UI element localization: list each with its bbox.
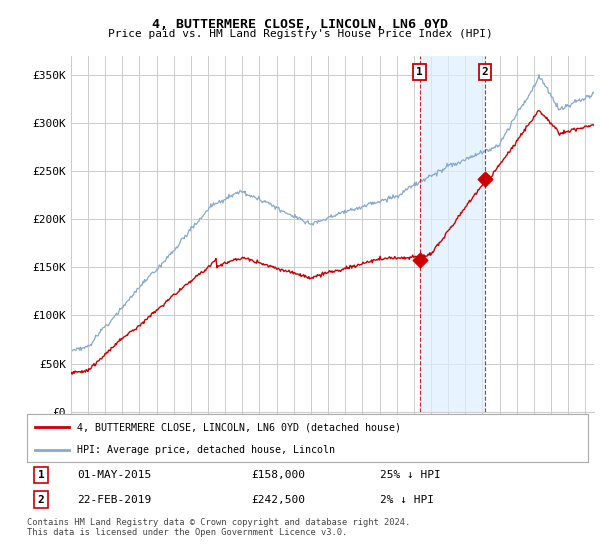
Text: Price paid vs. HM Land Registry's House Price Index (HPI): Price paid vs. HM Land Registry's House … <box>107 29 493 39</box>
Text: HPI: Average price, detached house, Lincoln: HPI: Average price, detached house, Linc… <box>77 445 335 455</box>
Text: 2% ↓ HPI: 2% ↓ HPI <box>380 494 434 505</box>
Point <box>480 174 490 183</box>
Text: 25% ↓ HPI: 25% ↓ HPI <box>380 470 441 480</box>
Text: Contains HM Land Registry data © Crown copyright and database right 2024.
This d: Contains HM Land Registry data © Crown c… <box>27 518 410 538</box>
Text: 1: 1 <box>38 470 44 480</box>
Text: 01-MAY-2015: 01-MAY-2015 <box>77 470 152 480</box>
Text: 22-FEB-2019: 22-FEB-2019 <box>77 494 152 505</box>
Text: £158,000: £158,000 <box>251 470 305 480</box>
Bar <box>419 56 485 412</box>
Text: £242,500: £242,500 <box>251 494 305 505</box>
Text: 2: 2 <box>38 494 44 505</box>
Text: 2: 2 <box>481 67 488 77</box>
Text: 1: 1 <box>416 67 423 77</box>
Point <box>415 255 424 264</box>
Text: 4, BUTTERMERE CLOSE, LINCOLN, LN6 0YD: 4, BUTTERMERE CLOSE, LINCOLN, LN6 0YD <box>152 18 448 31</box>
Text: 4, BUTTERMERE CLOSE, LINCOLN, LN6 0YD (detached house): 4, BUTTERMERE CLOSE, LINCOLN, LN6 0YD (d… <box>77 422 401 432</box>
